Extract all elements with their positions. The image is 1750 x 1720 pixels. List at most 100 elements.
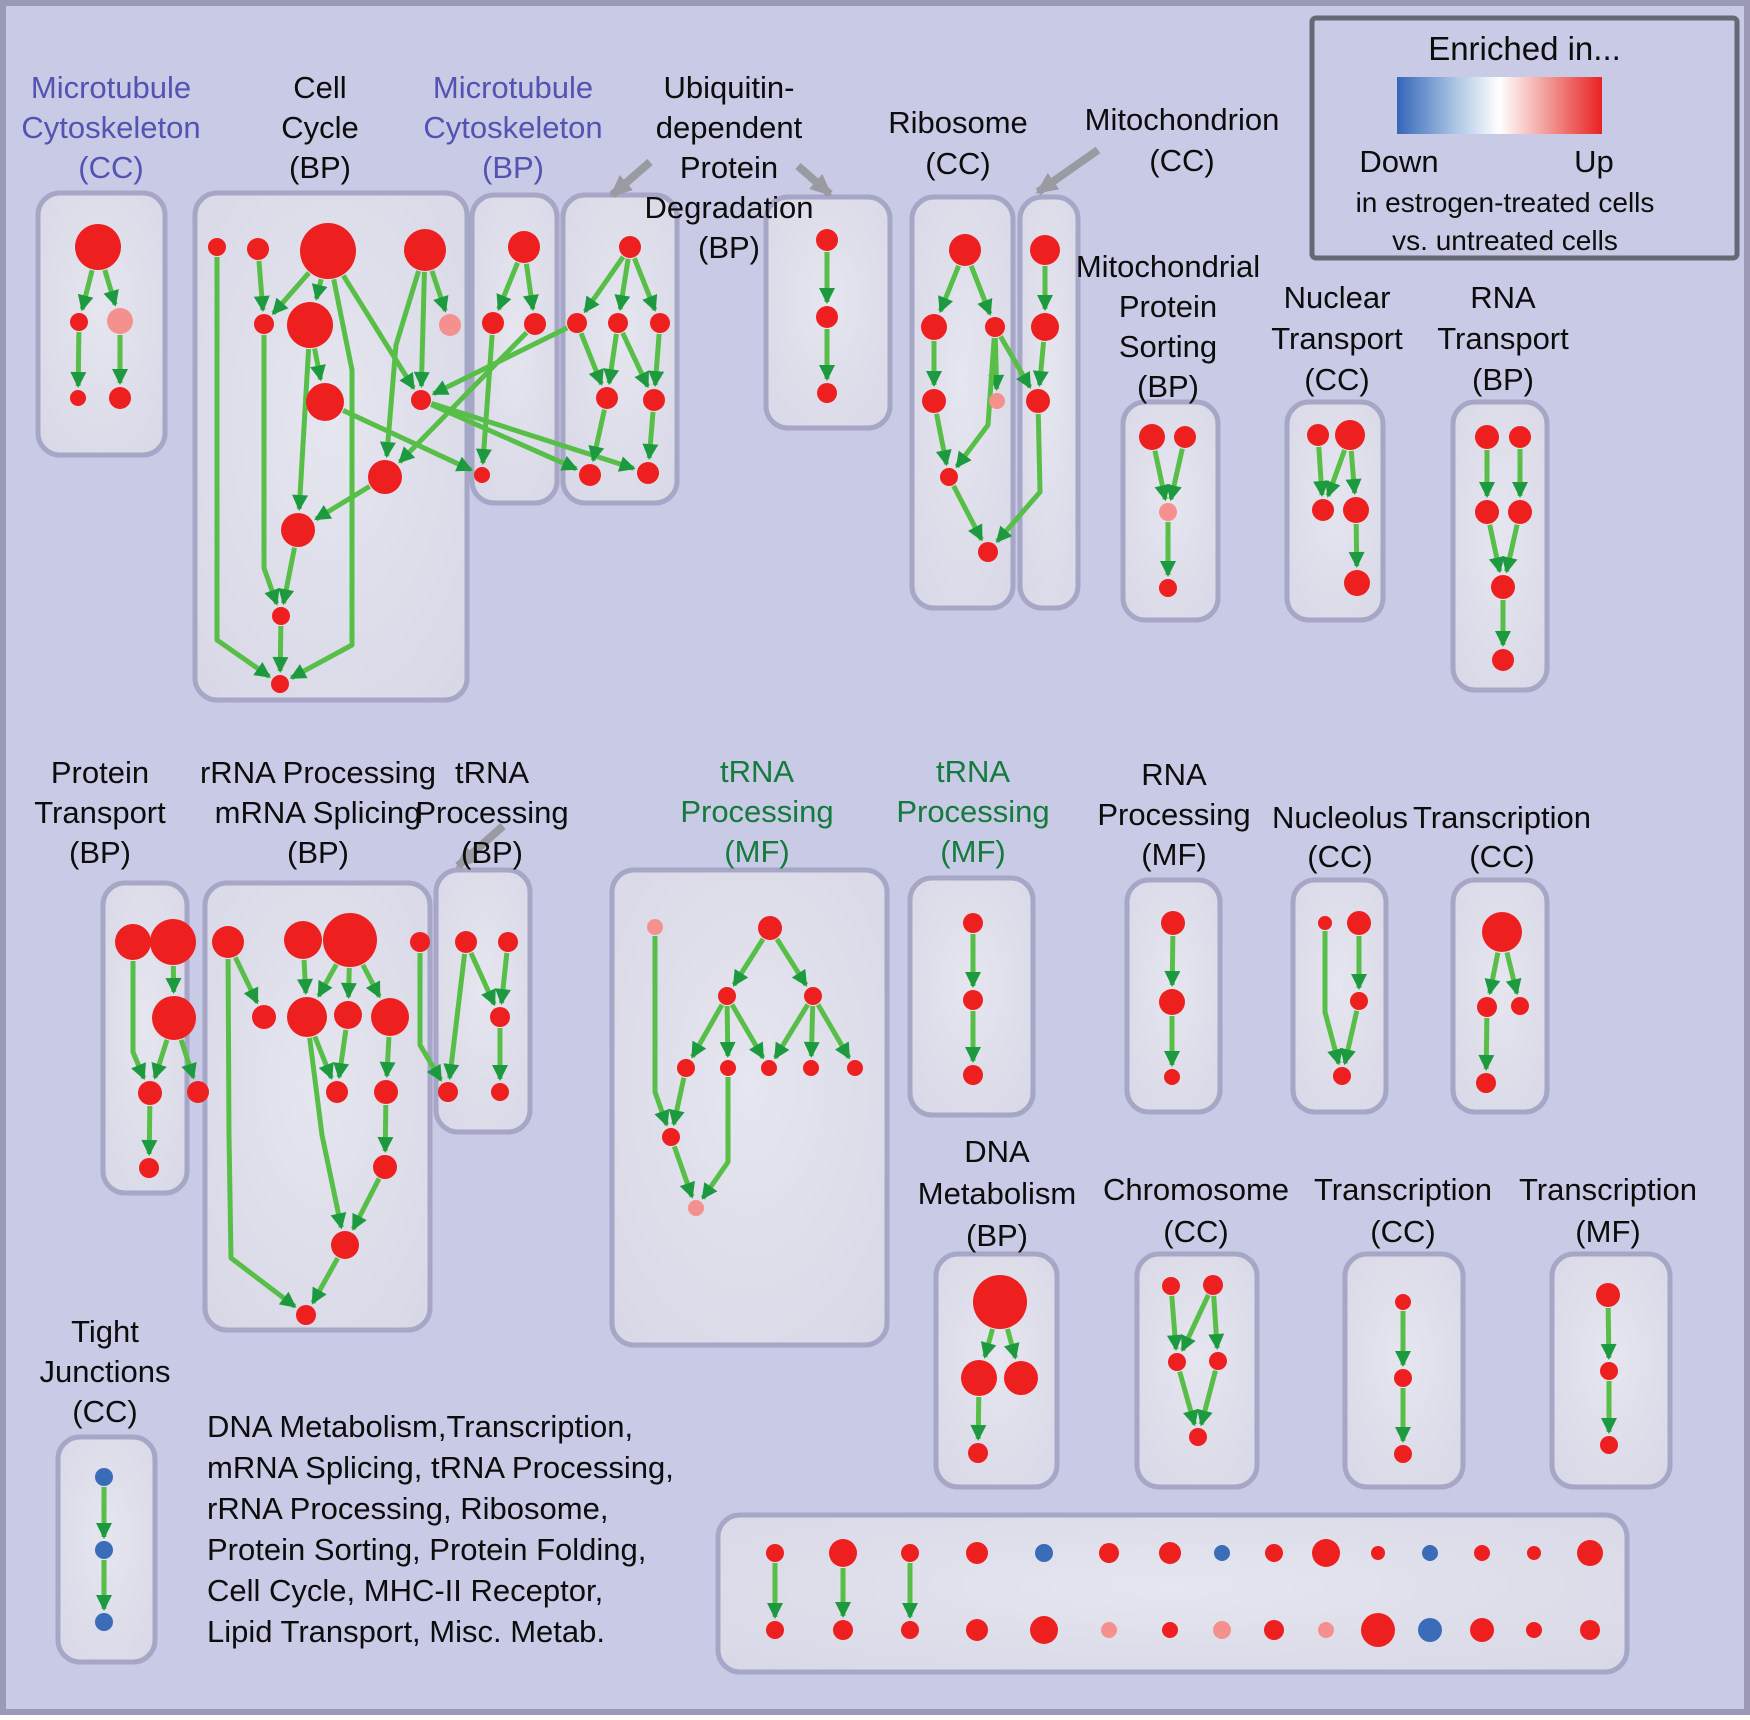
gene-node-b1	[208, 238, 226, 256]
label-trna-mf-2-line-2: (MF)	[940, 834, 1005, 869]
gene-node-s6t	[1099, 1543, 1119, 1563]
gene-node-y1	[1395, 1294, 1411, 1310]
gene-node-s8t	[1214, 1545, 1230, 1561]
label-cell-cycle-line-2: (BP)	[289, 150, 351, 185]
edge-b12-b13	[280, 626, 281, 671]
gene-node-a2	[70, 313, 88, 331]
gene-node-h1	[1139, 424, 1165, 450]
gene-node-s4t	[966, 1542, 988, 1564]
label-mito-protein-sorting-line-0: Mitochondrial	[1076, 249, 1260, 284]
label-dna-metabolism-line-2: (BP)	[966, 1218, 1028, 1253]
gene-node-w4	[968, 1443, 988, 1463]
label-rna-transport-line-0: RNA	[1470, 280, 1536, 315]
gene-node-s4b	[966, 1619, 988, 1641]
gene-node-s13b	[1470, 1618, 1494, 1642]
gene-node-f6	[940, 468, 958, 486]
label-trna-mf-2-line-1: Processing	[896, 794, 1049, 829]
gene-node-s5t	[1035, 1544, 1053, 1562]
gene-node-d4	[650, 313, 670, 333]
gene-node-e3	[817, 383, 837, 403]
gene-node-t4	[438, 1082, 458, 1102]
gene-node-a1	[75, 224, 121, 270]
edge-a2-a4	[78, 332, 79, 386]
label-nuclear-transport-line-1: Transport	[1271, 321, 1403, 356]
label-ubiquitin-line-0: Ubiquitin-	[664, 70, 795, 105]
label-tight-junctions-line-0: Tight	[71, 1314, 139, 1349]
gene-node-s7t	[1159, 1542, 1181, 1564]
label-trna-mf-1-line-1: Processing	[680, 794, 833, 829]
label-mt-bp-line-2: (BP)	[482, 150, 544, 185]
label-nucleolus-line-1: (CC)	[1307, 839, 1372, 874]
gene-node-m7	[761, 1060, 777, 1076]
label-rna-transport-line-2: (BP)	[1472, 362, 1534, 397]
gene-node-s2t	[829, 1539, 857, 1567]
gene-node-m1	[647, 919, 663, 935]
gene-node-i4	[1343, 497, 1369, 523]
label-nucleolus-line-0: Nucleolus	[1272, 800, 1408, 835]
gene-node-b8	[306, 383, 344, 421]
gene-node-t3	[490, 1007, 510, 1027]
label-nuclear-transport-line-0: Nuclear	[1284, 280, 1391, 315]
gene-node-w2	[961, 1360, 997, 1396]
gene-node-f5	[989, 393, 1005, 409]
label-rna-processing-mf-line-1: Processing	[1097, 797, 1250, 832]
gene-node-r7	[334, 1001, 362, 1029]
gene-node-k6	[139, 1158, 159, 1178]
gene-node-b3	[300, 223, 356, 279]
label-nuclear-transport-line-2: (CC)	[1304, 362, 1369, 397]
legend-up-label: Up	[1574, 144, 1614, 179]
gene-node-m4	[804, 987, 822, 1005]
gene-node-s11b	[1361, 1613, 1395, 1647]
gene-node-f4	[922, 389, 946, 413]
edge-r8-r10	[387, 1037, 389, 1076]
gene-node-j2	[1509, 426, 1531, 448]
gene-node-u1	[1318, 916, 1332, 930]
gene-node-d8	[637, 462, 659, 484]
label-dna-metabolism-line-1: Metabolism	[918, 1176, 1077, 1211]
legend-title: Enriched in...	[1428, 30, 1621, 67]
gene-node-tj1	[95, 1468, 113, 1486]
gene-node-m5	[677, 1059, 695, 1077]
label-misc-list-line-4: Cell Cycle, MHC-II Receptor,	[207, 1573, 603, 1608]
label-mt-bp-line-0: Microtubule	[433, 70, 593, 105]
gene-node-k2	[150, 919, 196, 965]
gene-node-s10b	[1318, 1622, 1334, 1638]
gene-node-d3	[608, 313, 628, 333]
label-chromosome-line-0: Chromosome	[1103, 1172, 1289, 1207]
legend-down-label: Down	[1359, 144, 1438, 179]
gene-node-f3	[985, 317, 1005, 337]
gene-node-s2b	[833, 1620, 853, 1640]
label-transcription-cc-1-line-1: (CC)	[1469, 839, 1534, 874]
gene-node-s7b	[1162, 1622, 1178, 1638]
label-cell-cycle-line-1: Cycle	[281, 110, 359, 145]
gene-node-k1	[115, 924, 151, 960]
gene-node-y3	[1394, 1445, 1412, 1463]
edge-r10-r11	[385, 1105, 386, 1151]
label-rna-transport-line-1: Transport	[1437, 321, 1569, 356]
gene-node-w1	[973, 1275, 1027, 1329]
gene-node-d2	[567, 313, 587, 333]
gene-node-s14t	[1527, 1546, 1541, 1560]
label-tight-junctions-line-1: Junctions	[40, 1354, 171, 1389]
gene-node-r9	[326, 1081, 348, 1103]
label-ubiquitin-line-3: Degradation	[645, 190, 814, 225]
label-mitochondrion-line-0: Mitochondrion	[1085, 102, 1280, 137]
gene-node-i2	[1335, 420, 1365, 450]
edge-r3-r7	[348, 968, 349, 997]
gene-node-s10t	[1312, 1539, 1340, 1567]
gene-node-q3	[1164, 1069, 1180, 1085]
legend-gradient-bar	[1397, 77, 1602, 134]
gene-node-u4	[1333, 1067, 1351, 1085]
gene-node-z3	[1600, 1436, 1618, 1454]
gene-node-s15b	[1580, 1620, 1600, 1640]
gene-node-m9	[847, 1060, 863, 1076]
gene-node-x2	[1203, 1275, 1223, 1295]
gene-node-x3	[1168, 1353, 1186, 1371]
gene-node-h2	[1174, 426, 1196, 448]
group-box-misc-strip	[718, 1515, 1627, 1672]
gene-node-s12t	[1422, 1545, 1438, 1561]
group-box-rna-transport	[1453, 402, 1547, 690]
gene-node-j3	[1475, 500, 1499, 524]
gene-node-s3b	[901, 1621, 919, 1639]
gene-node-s5b	[1030, 1616, 1058, 1644]
